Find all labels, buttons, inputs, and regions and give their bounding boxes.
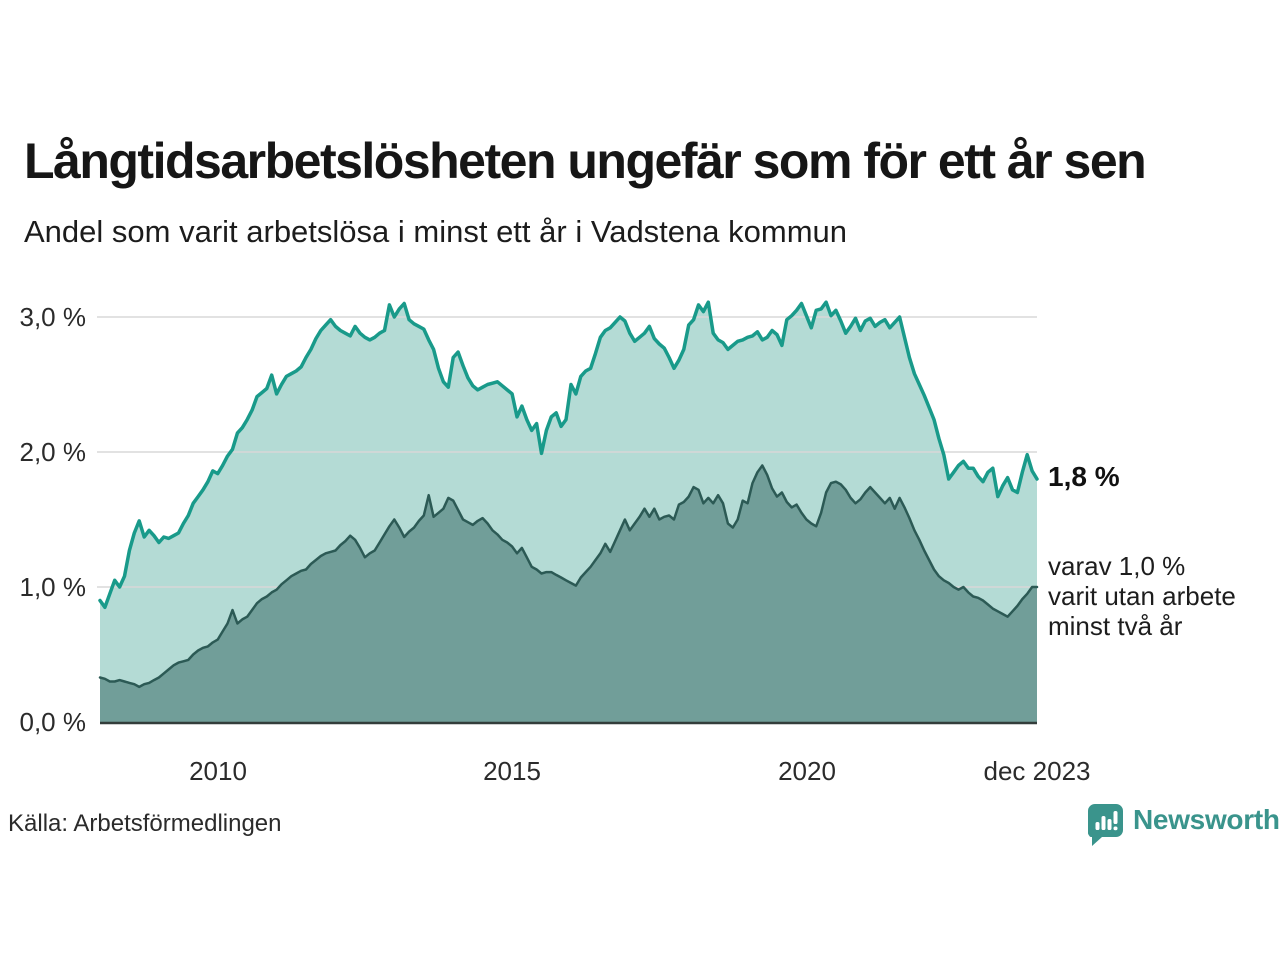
x-tick-2010: 2010 [189,756,247,786]
logo-bar-short [1095,822,1100,830]
chart-subtitle: Andel som varit arbetslösa i minst ett å… [24,214,847,249]
x-tick-2020: 2020 [778,756,836,786]
y-tick-2pct: 2,0 % [19,437,87,467]
series-two-year-line [98,464,1039,689]
y-tick-0pct: 0,0 % [19,707,87,737]
series-total-line [98,300,1039,610]
source-note: Källa: Arbetsförmedlingen [8,810,282,837]
series-two-year-area [100,465,1037,722]
newsworthy-brand: Newsworthy [1087,803,1280,847]
logo-exclamation-dot [1113,826,1118,831]
y-tick-3pct: 3,0 % [19,302,87,332]
newsworthy-logo-icon [1087,803,1124,852]
logo-bar-medium [1107,819,1112,830]
logo-bar-tall [1101,816,1106,830]
two-year-series-note: varav 1,0 % varit utan arbete minst två … [1048,551,1236,641]
newsworthy-wordmark: Newsworthy [1133,804,1280,835]
chart-title: Långtidsarbetslösheten ungefär som för e… [24,133,1147,189]
logo-exclamation-bar [1113,811,1118,824]
y-tick-1pct: 1,0 % [19,572,87,602]
x-tick-dec-2023: dec 2023 [983,756,1091,786]
total-series-end-label: 1,8 % [1048,461,1120,492]
x-tick-2015: 2015 [483,756,541,786]
